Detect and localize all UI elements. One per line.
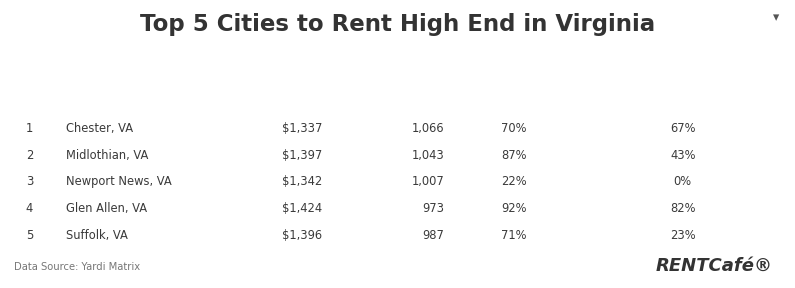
Text: Rank: Rank: [16, 96, 44, 106]
Text: 70%: 70%: [501, 122, 526, 135]
Text: 5: 5: [26, 229, 33, 242]
Text: 87%: 87%: [501, 149, 526, 162]
Text: 2: 2: [26, 149, 33, 162]
Text: Chester, VA: Chester, VA: [66, 122, 133, 135]
Text: Suffolk, VA: Suffolk, VA: [66, 229, 128, 242]
Text: 1,007: 1,007: [411, 175, 444, 188]
Text: ▾: ▾: [773, 11, 779, 24]
Text: 22%: 22%: [501, 175, 526, 188]
Text: 1,066: 1,066: [412, 122, 444, 135]
Text: $1,397: $1,397: [281, 149, 322, 162]
Text: Glen Allen, VA: Glen Allen, VA: [66, 202, 147, 215]
Text: 1,043: 1,043: [411, 149, 444, 162]
Text: 92%: 92%: [501, 202, 526, 215]
Text: 43%: 43%: [670, 149, 696, 162]
Text: RENTCafé®: RENTCafé®: [656, 257, 773, 275]
Text: $1,337: $1,337: [281, 122, 322, 135]
Text: Data Source: Yardi Matrix: Data Source: Yardi Matrix: [14, 262, 141, 272]
Text: 67%: 67%: [670, 122, 696, 135]
Text: $1,424: $1,424: [282, 202, 322, 215]
Text: City/State: City/State: [104, 96, 160, 106]
Text: Top 5 Cities to Rent High End in Virginia: Top 5 Cities to Rent High End in Virgini…: [140, 13, 655, 36]
Text: 82%: 82%: [670, 202, 696, 215]
Text: 987: 987: [422, 229, 444, 242]
Text: Midlothian, VA: Midlothian, VA: [66, 149, 148, 162]
Text: Newport News, VA: Newport News, VA: [66, 175, 172, 188]
Text: $1,342: $1,342: [281, 175, 322, 188]
Text: 3: 3: [26, 175, 33, 188]
Text: 23%: 23%: [670, 229, 696, 242]
Text: 71%: 71%: [501, 229, 526, 242]
Text: $1,396: $1,396: [282, 229, 322, 242]
Text: Average Sq. Ft: Average Sq. Ft: [351, 96, 432, 106]
Text: 0%: 0%: [673, 175, 692, 188]
Text: Share in Top Locations: Share in Top Locations: [620, 96, 745, 106]
Text: 1: 1: [26, 122, 33, 135]
Text: 4: 4: [26, 202, 33, 215]
Text: Share High-End: Share High-End: [470, 96, 557, 106]
Text: 973: 973: [422, 202, 444, 215]
Text: Average Rent: Average Rent: [232, 96, 307, 106]
